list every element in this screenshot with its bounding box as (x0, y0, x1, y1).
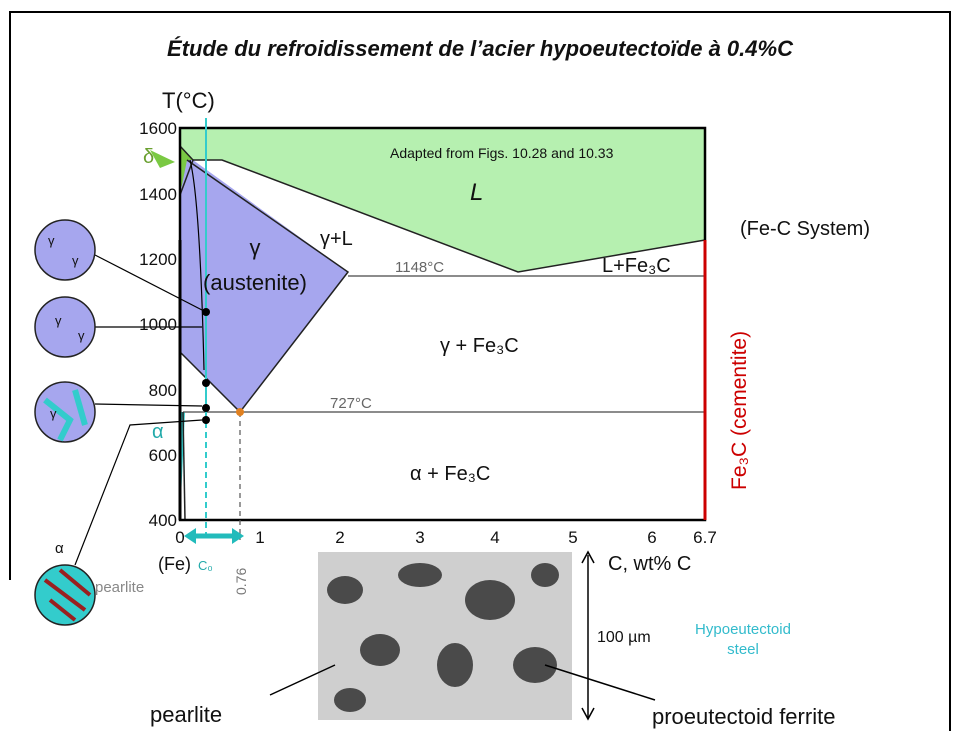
point (202, 416, 210, 424)
region-label: α + Fe₃C (410, 463, 490, 485)
leader (269, 664, 336, 696)
x-tick-label: 0 (175, 528, 184, 547)
pearlite-label: pearlite (150, 702, 222, 727)
grain (360, 634, 400, 666)
labels: T(°C) 1600 1400 1200 1000 800 600 400 0 … (48, 88, 870, 729)
grain (437, 643, 473, 687)
pearlite-lamellae (43, 568, 92, 622)
y-tick-label: 1600 (139, 119, 177, 138)
region-label: (austenite) (203, 270, 307, 295)
grain (334, 688, 366, 712)
y-tick-label: 1400 (139, 185, 177, 204)
point (202, 404, 210, 412)
region-label: γ + Fe₃C (440, 335, 519, 357)
micro-label: γ (48, 233, 55, 248)
leader (94, 403, 203, 407)
liquidus (193, 159, 706, 273)
grain (465, 580, 515, 620)
arrow-head (184, 528, 196, 544)
grain (327, 576, 363, 604)
region-label: α (152, 421, 164, 443)
x-tick-label: 4 (490, 528, 499, 547)
austenite-nucleation (34, 296, 96, 358)
y-tick-label: 1000 (139, 315, 177, 334)
title: Étude du refroidissement de l’acier hypo… (167, 36, 794, 61)
system-label: (Fe-C System) (740, 218, 870, 240)
micrograph-leaders (269, 550, 656, 721)
micro-label: γ (72, 253, 79, 268)
ferrite-solvus (182, 411, 186, 521)
x-ticks: 0 1 2 3 4 5 6 6.7 (175, 528, 717, 547)
frame (9, 11, 951, 731)
region-label: δ (143, 146, 154, 168)
austenite-region (180, 160, 348, 412)
region-label: L+Fe₃C (602, 255, 671, 277)
scale-arrow (581, 550, 595, 564)
delta-arrow (150, 150, 175, 168)
leader (94, 254, 203, 311)
caption: Hypoeutectoid (695, 621, 791, 638)
iron-label: (Fe) (158, 554, 191, 574)
micro-labels: γ γ γ γ γ α pearlite (48, 233, 144, 596)
delta-line (179, 145, 194, 196)
grain (398, 563, 442, 587)
y-tick-label: 1200 (139, 250, 177, 269)
x-tick-label: 1 (255, 528, 264, 547)
liquid-region (180, 128, 705, 272)
phase-lines (179, 145, 706, 521)
source-note: Adapted from Figs. 10.28 and 10.33 (390, 145, 614, 161)
leader (74, 419, 203, 566)
x-tick-label: 2 (335, 528, 344, 547)
leader (189, 159, 205, 371)
temperature-label: 727°C (330, 395, 372, 412)
x-axis-label: C, wt% C (608, 553, 691, 575)
ferrite-shape (43, 389, 88, 442)
x-tick-label: 6 (647, 528, 656, 547)
micro-label: pearlite (95, 579, 144, 596)
y-axis-label: T(°C) (162, 88, 215, 113)
micro-label: γ (55, 313, 62, 328)
micro-label: γ (78, 328, 85, 343)
c0-label: C₀ (198, 558, 213, 573)
scale-label: 100 µm (597, 629, 651, 646)
solidus-line (179, 159, 350, 414)
scale-arrow (581, 707, 595, 721)
eutectoid-label: 0.76 (233, 568, 249, 595)
eutectoid-point (236, 408, 244, 416)
caption: steel (727, 641, 759, 658)
grain (513, 647, 557, 683)
cooling-points (202, 308, 210, 424)
cementite-label: Fe₃C (cementite) (728, 331, 751, 490)
arrow-head (232, 528, 244, 544)
y-tick-label: 400 (149, 511, 177, 530)
austenite-grains (34, 219, 96, 281)
temperature-label: 1148°C (395, 259, 444, 276)
grain (531, 563, 559, 587)
y-tick-label: 600 (149, 446, 177, 465)
micro-label: α (55, 540, 64, 557)
region-label: γ (250, 235, 261, 260)
y-tick-label: 800 (149, 381, 177, 400)
micrograph-grains (327, 563, 559, 712)
leader (544, 664, 656, 701)
x-tick-label: 6.7 (693, 528, 717, 547)
x-tick-label: 5 (568, 528, 577, 547)
micro-label: γ (50, 406, 57, 421)
ferrite-label: proeutectoid ferrite (652, 704, 835, 729)
x-tick-label: 3 (415, 528, 424, 547)
point (202, 308, 210, 316)
point (202, 379, 210, 387)
region-label: γ+L (320, 228, 353, 250)
leaders (74, 159, 205, 566)
y-ticks: 1600 1400 1200 1000 800 600 400 (139, 119, 177, 530)
region-label: L (470, 179, 483, 206)
